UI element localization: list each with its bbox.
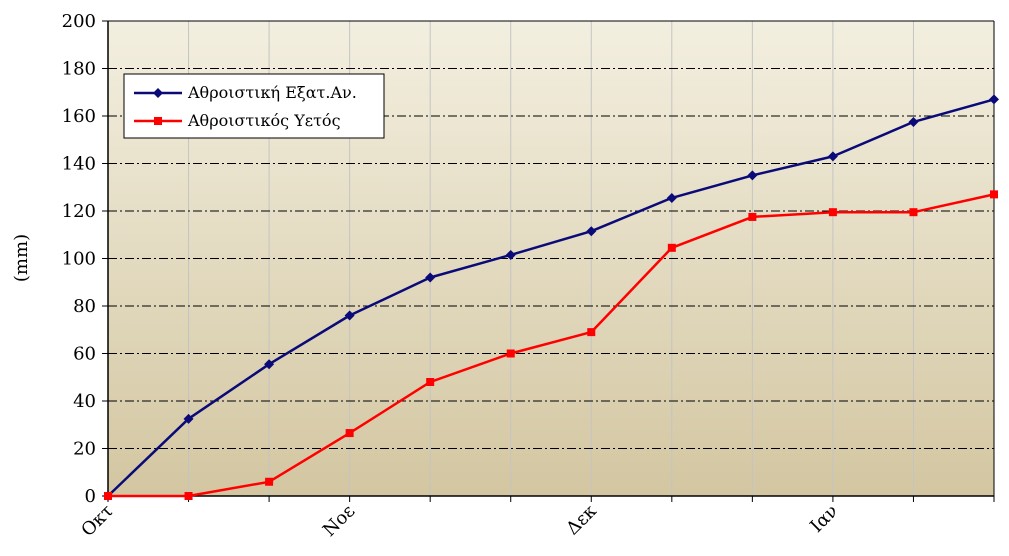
legend-marker-series-0 xyxy=(153,88,163,98)
y-axis-title: (mm) xyxy=(11,234,32,282)
data-point xyxy=(264,359,275,370)
y-tick-label: 100 xyxy=(62,249,96,270)
data-point xyxy=(426,378,435,386)
y-tick-label: 120 xyxy=(62,201,96,222)
data-point xyxy=(345,429,354,438)
series-group xyxy=(103,94,999,501)
data-point xyxy=(505,249,516,260)
data-point xyxy=(265,477,274,486)
x-tick-label: Ιαν xyxy=(806,501,842,537)
legend-label-series-0: Αθροιστική Εξατ.Αν. xyxy=(187,83,357,102)
data-point xyxy=(989,94,999,105)
series-line xyxy=(107,98,995,497)
data-point xyxy=(990,190,998,199)
legend-label-series-1: Αθροιστικός Υετός xyxy=(187,111,341,130)
series-1 xyxy=(104,190,998,500)
legend: Αθροιστική Εξατ.Αν. Αθροιστικός Υετός xyxy=(123,73,385,139)
series-line xyxy=(108,193,995,498)
data-point xyxy=(909,208,918,217)
x-tick-label: Οκτ xyxy=(77,501,117,541)
data-point xyxy=(828,208,837,217)
y-tick-label: 80 xyxy=(73,296,96,317)
x-tick-labels: Οκτ Νοε Δεκ Ιαν xyxy=(77,500,842,541)
data-point xyxy=(104,492,112,500)
y-tick-label: 180 xyxy=(62,59,96,80)
y-tick-label: 140 xyxy=(62,154,96,175)
data-point xyxy=(183,413,194,424)
horizontal-gridlines xyxy=(108,68,994,449)
y-tick-label: 200 xyxy=(62,11,96,32)
data-point xyxy=(666,192,677,203)
y-tick-label: 0 xyxy=(85,486,96,507)
data-point xyxy=(506,349,515,358)
y-tick-label: 160 xyxy=(62,106,96,127)
data-point xyxy=(748,212,757,221)
x-tick-label: Νοε xyxy=(319,501,359,541)
data-point xyxy=(908,116,919,127)
data-point xyxy=(425,272,436,283)
legend-marker-series-1 xyxy=(154,117,162,125)
y-tick-labels: 0 20 40 60 80 100 120 140 160 180 200 xyxy=(62,11,96,507)
data-point xyxy=(667,243,676,252)
data-point xyxy=(747,170,758,181)
y-tick-label: 60 xyxy=(73,344,96,365)
data-point xyxy=(344,310,355,321)
data-point xyxy=(587,328,596,337)
data-point xyxy=(184,492,193,500)
data-point xyxy=(827,151,838,162)
data-point xyxy=(586,226,597,237)
legend-box xyxy=(123,73,385,139)
y-tick-label: 40 xyxy=(73,391,96,412)
x-tick-label: Δεκ xyxy=(562,500,601,539)
y-tick-label: 20 xyxy=(73,439,96,460)
